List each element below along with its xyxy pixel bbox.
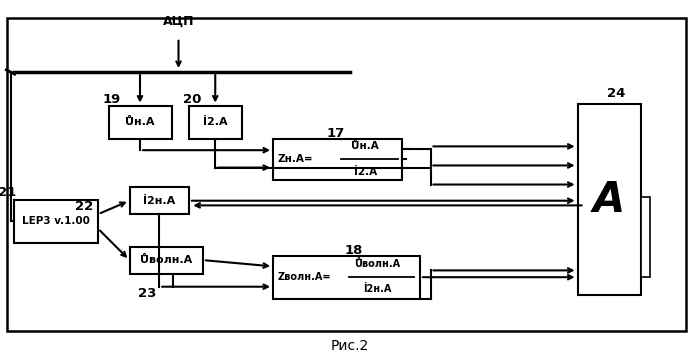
FancyBboxPatch shape <box>14 200 98 243</box>
Text: A: A <box>593 179 625 221</box>
FancyBboxPatch shape <box>273 256 420 299</box>
Text: Ůн.А: Ůн.А <box>125 117 155 127</box>
FancyBboxPatch shape <box>7 18 686 331</box>
Text: Ůволн.А: Ůволн.А <box>140 255 192 265</box>
Text: 19: 19 <box>103 93 121 106</box>
FancyBboxPatch shape <box>578 104 640 295</box>
Text: İ2.А: İ2.А <box>354 166 377 176</box>
FancyBboxPatch shape <box>130 187 189 214</box>
Text: Рис.2: Рис.2 <box>331 339 369 352</box>
Text: Zволн.А=: Zволн.А= <box>277 272 330 282</box>
Text: Ůн.А: Ůн.А <box>351 141 379 151</box>
FancyBboxPatch shape <box>130 247 203 274</box>
Text: Zн.А=: Zн.А= <box>277 154 313 164</box>
FancyBboxPatch shape <box>640 197 650 277</box>
Text: 20: 20 <box>183 93 202 106</box>
Text: АЦП: АЦП <box>162 15 195 28</box>
FancyBboxPatch shape <box>189 106 241 139</box>
Text: İ2н.А: İ2н.А <box>363 284 391 294</box>
FancyBboxPatch shape <box>273 139 402 180</box>
Text: LEP3 v.1.00: LEP3 v.1.00 <box>22 216 90 226</box>
Text: 21: 21 <box>0 186 16 199</box>
Text: Ůволн.А: Ůволн.А <box>354 259 400 269</box>
Text: 18: 18 <box>344 244 363 257</box>
Text: 24: 24 <box>607 87 625 100</box>
Text: 22: 22 <box>75 201 93 213</box>
Text: 17: 17 <box>327 127 345 140</box>
FancyBboxPatch shape <box>108 106 172 139</box>
Text: İ2.А: İ2.А <box>203 117 228 127</box>
Text: 23: 23 <box>138 287 156 300</box>
Text: İ2н.А: İ2н.А <box>143 196 176 206</box>
